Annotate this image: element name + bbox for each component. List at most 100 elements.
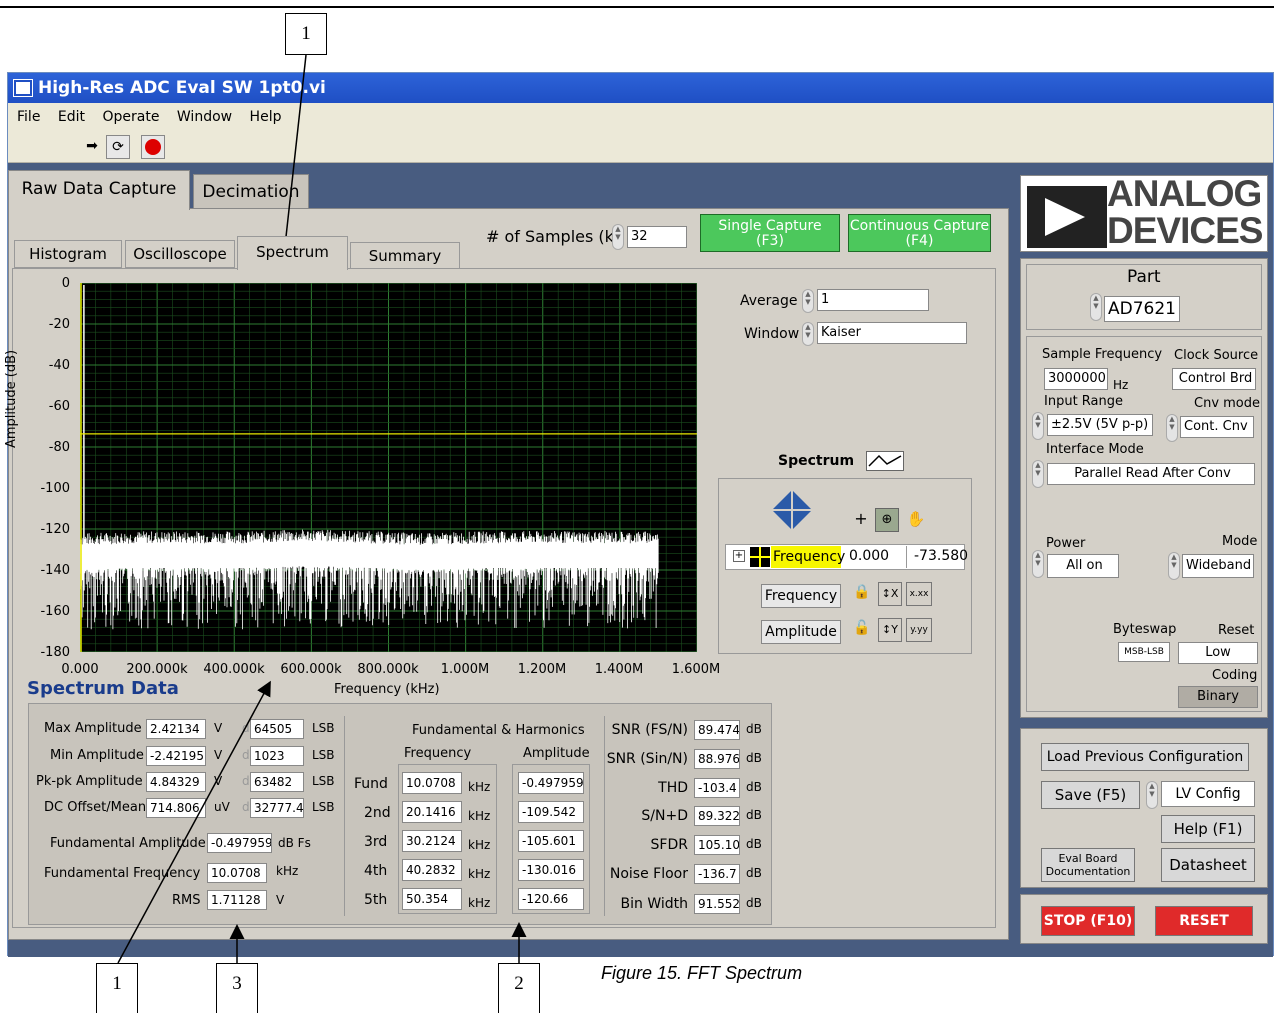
- y-tick-labels: 0 -20 -40 -60 -80 -100 -120 -140 -160 -1…: [24, 276, 74, 660]
- tab-histogram[interactable]: Histogram: [14, 240, 122, 268]
- interface-mode-label: Interface Mode: [1046, 442, 1144, 457]
- menu-file[interactable]: File: [17, 109, 41, 125]
- amplitude-row-code: 1023: [250, 746, 304, 766]
- amplitude-row-unit: V: [214, 774, 223, 788]
- logo-text-analog: ANALOG: [1107, 173, 1262, 214]
- window-spinner[interactable]: ▲ ▼: [802, 322, 814, 346]
- sample-frequency-label: Sample Frequency: [1042, 347, 1163, 362]
- clock-source-select[interactable]: Control Brd: [1172, 368, 1256, 390]
- graph-palette: [718, 478, 972, 654]
- samples-spinner[interactable]: ▲ ▼: [612, 224, 624, 250]
- plot-line-style-icon[interactable]: [866, 451, 904, 471]
- amplitude-row-label: Max Amplitude: [44, 721, 142, 736]
- crosshair-icon[interactable]: +: [854, 509, 868, 528]
- expand-plus-icon[interactable]: +: [733, 550, 745, 562]
- power-label: Power: [1046, 536, 1086, 551]
- run-arrow-icon[interactable]: ➡: [86, 138, 98, 154]
- y-tick: -120: [40, 522, 70, 537]
- power-spinner[interactable]: ▲ ▼: [1032, 550, 1044, 578]
- y-autoscale-icon[interactable]: ↕Y: [878, 618, 902, 642]
- reset-level-select[interactable]: Low: [1178, 642, 1258, 664]
- y-format-button[interactable]: y.yy: [906, 618, 932, 642]
- coding-select[interactable]: Binary: [1178, 686, 1258, 708]
- lv-config-spinner[interactable]: ▲ ▼: [1146, 781, 1158, 809]
- part-spinner[interactable]: ▲ ▼: [1090, 293, 1102, 321]
- continuous-capture-button[interactable]: Continuous Capture (F4): [848, 214, 991, 252]
- x-lock-icon[interactable]: 🔒: [853, 584, 871, 600]
- labview-app-icon: [13, 79, 33, 97]
- y-lock-icon[interactable]: 🔓: [853, 620, 871, 636]
- amplitude-row-value: 2.42134: [146, 719, 206, 739]
- input-range-label: Input Range: [1044, 394, 1123, 409]
- stop-button[interactable]: STOP (F10): [1041, 906, 1135, 936]
- metric-label: Noise Floor: [609, 866, 688, 882]
- harmonic-row-frequency: 30.2124: [402, 830, 462, 852]
- average-input[interactable]: 1: [817, 289, 929, 311]
- pan-hand-icon[interactable]: ✋: [906, 510, 926, 528]
- page-top-rule: [0, 6, 1274, 8]
- zoom-icon[interactable]: ⊕: [875, 508, 899, 532]
- input-range-select[interactable]: ±2.5V (5V p-p): [1047, 414, 1153, 436]
- harmonic-row-label: 3rd: [364, 834, 388, 850]
- x-tick: 200.000k: [126, 662, 188, 677]
- cnv-mode-select[interactable]: Cont. Cnv: [1180, 416, 1254, 438]
- x-format-button[interactable]: x.xx: [906, 582, 932, 606]
- y-tick: -40: [48, 358, 70, 373]
- power-select[interactable]: All on: [1047, 554, 1119, 578]
- byteswap-toggle[interactable]: MSB-LSB: [1118, 642, 1170, 662]
- section-divider: [344, 716, 345, 916]
- cursor-name[interactable]: Frequency: [771, 546, 845, 568]
- x-autoscale-icon[interactable]: ↕X: [878, 582, 902, 606]
- sample-frequency-input[interactable]: 3000000: [1044, 368, 1108, 390]
- load-previous-config-button[interactable]: Load Previous Configuration: [1041, 743, 1249, 771]
- interface-mode-spinner[interactable]: ▲ ▼: [1032, 460, 1044, 488]
- eval-board-doc-button[interactable]: Eval Board Documentation: [1041, 848, 1135, 882]
- cursor-x-value: 0.000: [849, 548, 890, 564]
- menu-window[interactable]: Window: [176, 109, 233, 125]
- part-select[interactable]: AD7621: [1104, 296, 1180, 322]
- cursor-style-icon[interactable]: [750, 547, 770, 567]
- interface-mode-select[interactable]: Parallel Read After Conv: [1047, 463, 1255, 485]
- menu-help[interactable]: Help: [249, 109, 282, 125]
- frequency-axis-button[interactable]: Frequency: [761, 584, 841, 608]
- harmonic-row-unit: kHz: [468, 809, 491, 823]
- rms-unit: V: [276, 893, 285, 907]
- harmonic-row-label: Fund: [354, 776, 388, 792]
- x-tick: 400.000k: [203, 662, 265, 677]
- y-tick: -60: [48, 399, 70, 414]
- tab-raw-data-capture[interactable]: Raw Data Capture: [8, 170, 190, 210]
- tab-spectrum[interactable]: Spectrum: [237, 236, 348, 270]
- input-range-spinner[interactable]: ▲ ▼: [1032, 412, 1044, 440]
- cursor-move-icon[interactable]: [772, 490, 812, 530]
- tab-decimation[interactable]: Decimation: [193, 174, 309, 210]
- samples-label: # of Samples (k): [486, 227, 621, 246]
- run-continuously-icon[interactable]: ⟳: [106, 135, 130, 159]
- metric-label: SFDR: [650, 837, 688, 853]
- metric-label: SNR (Sin/N): [606, 751, 688, 767]
- mode-spinner[interactable]: ▲ ▼: [1168, 552, 1180, 580]
- datasheet-button[interactable]: Datasheet: [1161, 848, 1255, 882]
- amplitude-row-d-prefix: d: [242, 800, 250, 814]
- window-select[interactable]: Kaiser: [817, 322, 967, 344]
- metric-label: THD: [658, 780, 688, 796]
- samples-input[interactable]: 32: [627, 226, 687, 248]
- fundamental-amplitude-unit: dB Fs: [278, 836, 311, 850]
- single-capture-button[interactable]: Single Capture (F3): [700, 214, 840, 252]
- reset-button[interactable]: RESET: [1155, 906, 1253, 936]
- amplitude-row-value: 714.806: [146, 798, 206, 818]
- spectrum-plot[interactable]: [79, 282, 698, 653]
- menu-operate[interactable]: Operate: [102, 109, 160, 125]
- mode-select[interactable]: Wideband: [1182, 554, 1254, 578]
- y-tick: -80: [48, 440, 70, 455]
- abort-icon[interactable]: [141, 135, 165, 159]
- tab-oscilloscope[interactable]: Oscilloscope: [125, 240, 235, 268]
- cnv-mode-spinner[interactable]: ▲ ▼: [1166, 414, 1178, 442]
- lv-config-select[interactable]: LV Config: [1161, 781, 1255, 807]
- tab-summary[interactable]: Summary: [350, 242, 460, 270]
- average-spinner[interactable]: ▲ ▼: [802, 289, 814, 313]
- menu-edit[interactable]: Edit: [57, 109, 86, 125]
- amplitude-axis-button[interactable]: Amplitude: [761, 620, 841, 644]
- help-button[interactable]: Help (F1): [1161, 815, 1255, 843]
- save-button[interactable]: Save (F5): [1041, 781, 1140, 809]
- logo-text-devices: DEVICES: [1107, 210, 1263, 251]
